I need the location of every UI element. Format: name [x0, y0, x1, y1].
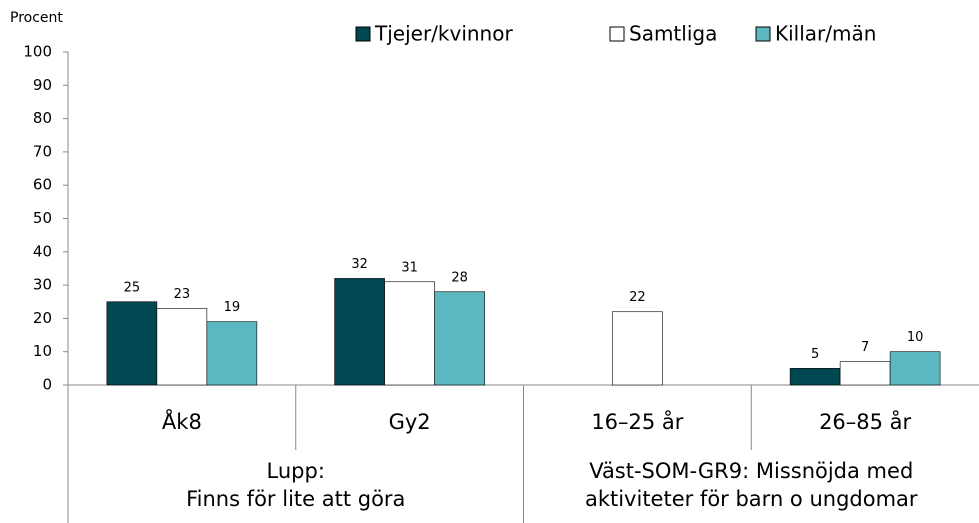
data-label: 7 [861, 340, 869, 355]
data-label: 10 [907, 330, 924, 345]
x-tick-label: Gy2 [389, 410, 431, 434]
y-tick-label: 20 [33, 309, 52, 327]
bar [789, 368, 841, 386]
y-tick-label: 40 [33, 242, 52, 260]
data-label: 5 [811, 347, 819, 362]
y-tick-label: 30 [33, 276, 52, 294]
data-label: 28 [451, 270, 468, 285]
data-label: 23 [174, 287, 191, 302]
legend-swatch [609, 26, 625, 42]
legend-swatch [355, 26, 371, 42]
y-tick-label: 100 [23, 43, 52, 61]
bar [434, 291, 485, 386]
bar [106, 301, 158, 386]
data-label: 22 [629, 290, 646, 305]
bar [839, 361, 891, 386]
y-tick-label: 60 [33, 176, 52, 194]
legend-label: Samtliga [629, 22, 717, 46]
legend-label: Killar/män [775, 22, 876, 46]
data-label: 19 [224, 300, 241, 315]
bar [384, 281, 435, 386]
group-label: Lupp: [267, 459, 325, 483]
x-tick-label: 16–25 år [591, 409, 683, 434]
bar [612, 311, 663, 386]
y-axis-label: Procent [10, 10, 63, 26]
data-label: 31 [401, 260, 418, 275]
legend-swatch [755, 26, 771, 42]
y-tick-label: 70 [33, 142, 52, 160]
bar [334, 278, 385, 386]
legend-label: Tjejer/kvinnor [374, 22, 513, 46]
group-label: aktiviteter för barn o ungdomar [585, 487, 918, 511]
y-tick-label: 0 [42, 376, 52, 394]
x-tick-label: Åk8 [162, 408, 202, 434]
data-label: 25 [124, 280, 141, 295]
bar [206, 321, 258, 386]
y-tick-label: 10 [33, 342, 52, 360]
x-tick-label: 26–85 år [819, 409, 911, 434]
bar [889, 351, 941, 386]
group-label: Finns för lite att göra [186, 487, 405, 511]
bar [156, 308, 208, 386]
group-label: Väst-SOM-GR9: Missnöjda med [589, 459, 913, 483]
y-tick-label: 90 [33, 76, 52, 94]
data-label: 32 [351, 257, 368, 272]
y-tick-label: 80 [33, 109, 52, 127]
y-tick-label: 50 [33, 209, 52, 227]
